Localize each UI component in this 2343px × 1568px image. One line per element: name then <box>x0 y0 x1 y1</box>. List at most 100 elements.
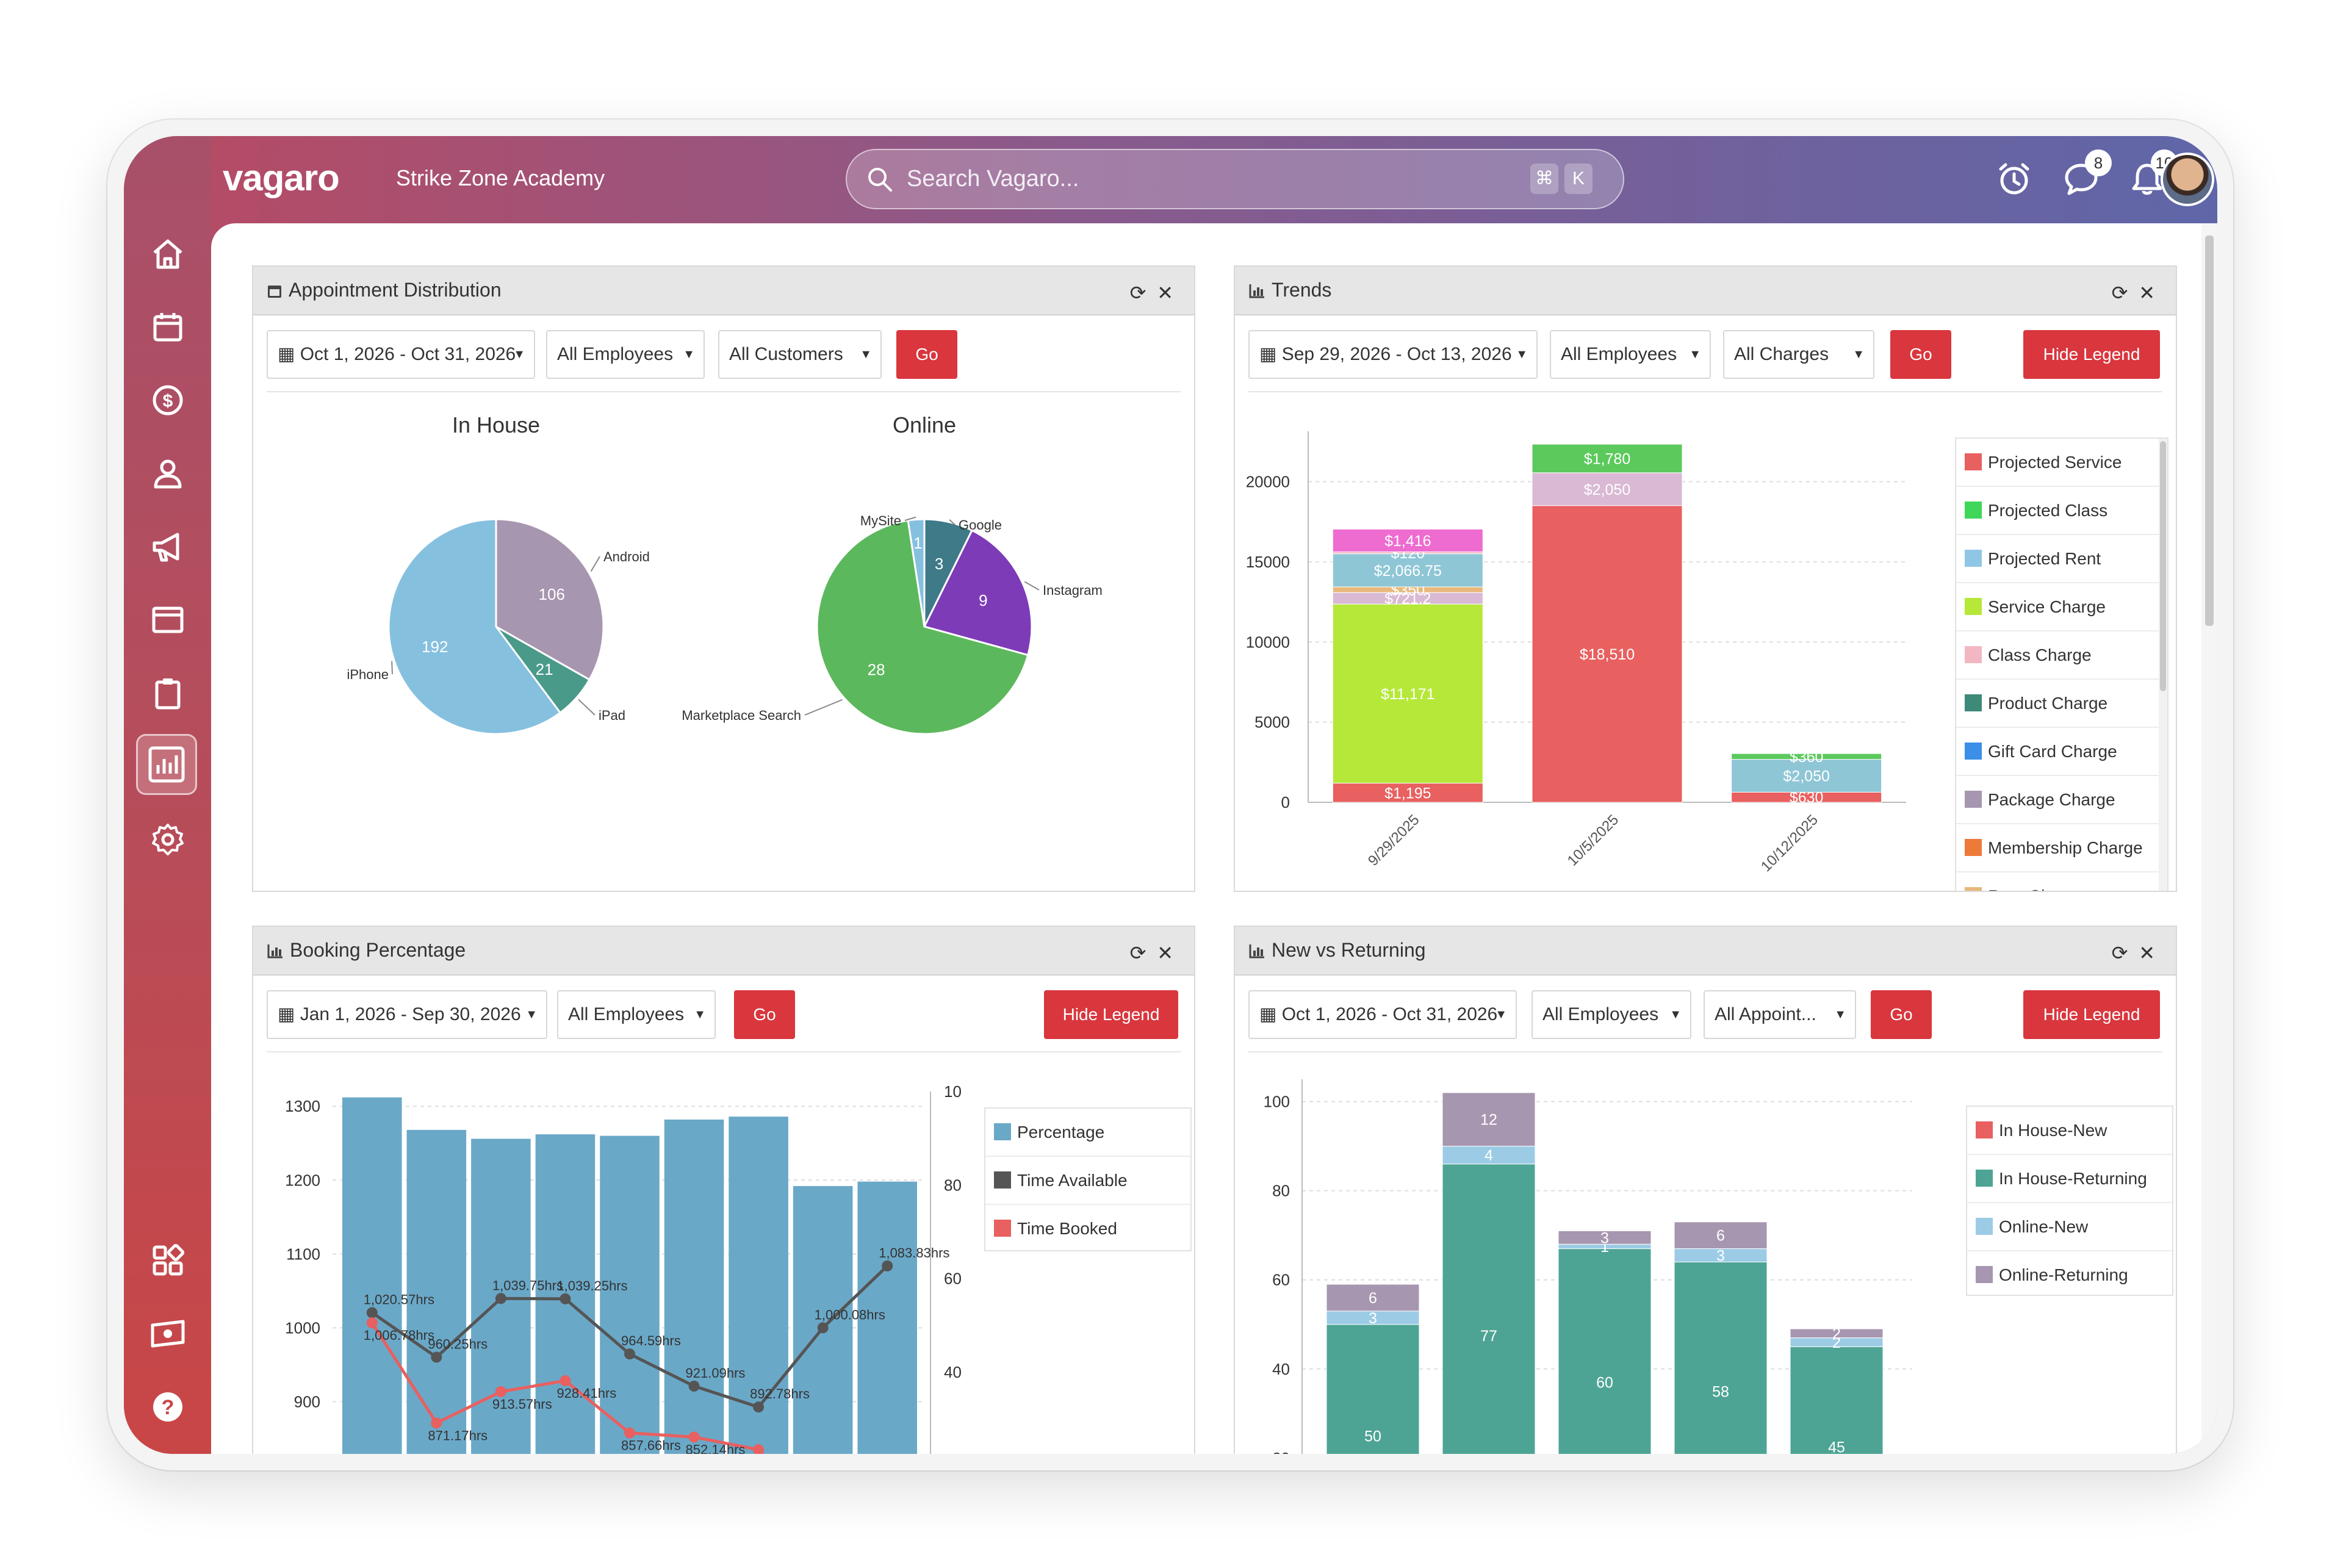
apps-icon[interactable] <box>149 1242 186 1279</box>
legend-label: In House-New <box>1999 1121 2107 1140</box>
bar-data-label: 77 <box>1480 1328 1497 1345</box>
go-button[interactable]: Go <box>1871 990 1932 1039</box>
divider <box>267 391 1181 392</box>
appointments-select[interactable]: All Appoint... ▼ <box>1704 990 1856 1039</box>
refresh-icon[interactable]: ⟳ <box>1129 942 1146 964</box>
legend-item-time-booked[interactable]: Time Booked <box>985 1205 1190 1250</box>
chevron-down-icon: ▼ <box>1689 348 1701 361</box>
legend-item-membership-charge[interactable]: Membership Charge <box>1956 824 2167 872</box>
close-icon[interactable]: ✕ <box>1157 282 1173 304</box>
chat-icon[interactable] <box>2063 160 2100 197</box>
legend-item-in-house-new[interactable]: In House-New <box>1967 1107 2172 1155</box>
scroll-thumb[interactable] <box>2160 441 2166 691</box>
data-label-time-booked: 871.17hrs <box>428 1428 488 1443</box>
vagaro-logo[interactable]: vagaro <box>223 157 340 198</box>
calendar-icon[interactable] <box>149 309 186 345</box>
window-icon[interactable] <box>149 602 186 638</box>
bar-data-label: 60 <box>1596 1375 1613 1392</box>
in-house-title: In House <box>452 412 540 437</box>
pie-slice-instagram <box>923 529 1033 656</box>
search-bar[interactable]: Search Vagaro... ⌘ K <box>846 149 1624 209</box>
legend-item-time-available[interactable]: Time Available <box>985 1157 1190 1205</box>
megaphone-icon[interactable] <box>149 528 186 565</box>
legend-item-projected-class[interactable]: Projected Class <box>1956 487 2167 535</box>
legend-item-percentage[interactable]: Percentage <box>985 1109 1190 1157</box>
booking-chart: 8009001000110012001300204060801001,020.5… <box>285 1082 961 1454</box>
legend-label: Package Charge <box>1988 790 2115 809</box>
data-label-time-available: 1,000.08hrs <box>815 1307 885 1322</box>
legend-item-gift-card-charge[interactable]: Gift Card Charge <box>1956 728 2167 776</box>
sidebar-item-reports[interactable] <box>136 734 197 795</box>
legend-item-projected-rent[interactable]: Projected Rent <box>1956 535 2167 583</box>
legend-item-service-charge[interactable]: Service Charge <box>1956 583 2167 631</box>
legend-item-projected-service[interactable]: Projected Service <box>1956 439 2167 487</box>
svg-text:$: $ <box>163 391 173 411</box>
employees-select[interactable]: All Employees ▼ <box>557 990 716 1039</box>
point-time-booked <box>560 1375 571 1387</box>
employees-select[interactable]: All Employees ▼ <box>1531 990 1691 1039</box>
legend-swatch <box>1965 694 1982 711</box>
avatar[interactable] <box>2161 153 2214 206</box>
legend-item-rent-charge[interactable]: Rent Charge <box>1956 872 2167 891</box>
hide-legend-button[interactable]: Hide Legend <box>2023 990 2160 1039</box>
refresh-icon[interactable]: ⟳ <box>2111 942 2128 964</box>
date-range-value: Oct 1, 2026 - Oct 31, 2026 <box>300 344 516 364</box>
alarm-clock-icon[interactable] <box>1996 160 2032 197</box>
clipboard-icon[interactable] <box>149 675 186 711</box>
go-button[interactable]: Go <box>734 990 795 1039</box>
data-label-time-booked: 1,006.78hrs <box>364 1328 434 1343</box>
legend-swatch <box>1965 839 1982 856</box>
page-scrollbar[interactable] <box>2201 223 2217 1454</box>
calendar-icon: ▦ <box>1259 1004 1277 1024</box>
person-icon[interactable] <box>149 455 186 492</box>
legend-item-package-charge[interactable]: Package Charge <box>1956 776 2167 824</box>
close-icon[interactable]: ✕ <box>2139 942 2155 964</box>
bar-segment-product-charge <box>1332 528 1483 553</box>
charges-select[interactable]: All Charges ▼ <box>1723 330 1874 379</box>
pie-value-label: 3 <box>935 555 943 573</box>
gear-icon[interactable] <box>149 821 186 858</box>
help-icon[interactable]: ? <box>149 1389 186 1425</box>
go-button[interactable]: Go <box>1890 330 1951 379</box>
refresh-icon[interactable]: ⟳ <box>2111 282 2128 304</box>
employees-select[interactable]: All Employees ▼ <box>546 330 705 379</box>
bar-segment-projected-rent <box>1332 553 1483 588</box>
dollar-icon[interactable]: $ <box>149 382 186 419</box>
legend-scrollbar[interactable] <box>2159 439 2167 891</box>
search-input[interactable]: Search Vagaro... <box>907 166 1079 192</box>
close-icon[interactable]: ✕ <box>2139 282 2155 304</box>
customers-select[interactable]: All Customers ▼ <box>718 330 882 379</box>
pie-label-google: Google <box>959 517 1002 533</box>
date-range-select[interactable]: ▦ Oct 1, 2026 - Oct 31, 2026 ▼ <box>267 330 535 379</box>
employees-select[interactable]: All Employees ▼ <box>1550 330 1711 379</box>
date-range-select[interactable]: ▦ Sep 29, 2026 - Oct 13, 2026 ▼ <box>1248 330 1538 379</box>
hide-legend-button[interactable]: Hide Legend <box>2023 330 2160 379</box>
legend-item-in-house-returning[interactable]: In House-Returning <box>1967 1155 2172 1203</box>
date-range-select[interactable]: ▦ Jan 1, 2026 - Sep 30, 2026 ▼ <box>267 990 547 1039</box>
legend-item-product-charge[interactable]: Product Charge <box>1956 680 2167 728</box>
bar-segment-in-house-returning <box>1674 1261 1768 1454</box>
legend-item-online-new[interactable]: Online-New <box>1967 1203 2172 1251</box>
pie-label-marketplace-search: Marketplace Search <box>682 708 801 723</box>
business-name: Strike Zone Academy <box>396 165 605 190</box>
date-range-select[interactable]: ▦ Oct 1, 2026 - Oct 31, 2026 ▼ <box>1248 990 1517 1039</box>
chevron-down-icon: ▼ <box>1516 348 1528 361</box>
pie-label-connector <box>578 699 596 716</box>
bar-segment-in-house-returning <box>1326 1324 1420 1454</box>
legend-item-class-charge[interactable]: Class Charge <box>1956 631 2167 680</box>
cash-icon[interactable] <box>149 1315 186 1352</box>
bar-data-label: 3 <box>1369 1310 1377 1327</box>
booking-legend: Percentage Time Available Time Booked <box>984 1107 1192 1251</box>
legend-label: Percentage <box>1017 1123 1105 1142</box>
close-icon[interactable]: ✕ <box>1157 942 1173 964</box>
go-button[interactable]: Go <box>896 330 957 379</box>
charges-value: All Charges <box>1734 344 1829 364</box>
hide-legend-button[interactable]: Hide Legend <box>1044 990 1178 1039</box>
legend-item-online-returning[interactable]: Online-Returning <box>1967 1251 2172 1295</box>
legend-label: Time Booked <box>1017 1219 1117 1238</box>
refresh-icon[interactable]: ⟳ <box>1129 282 1146 304</box>
y2-tick-label: 40 <box>944 1363 961 1381</box>
pie-label-iphone: iPhone <box>347 667 389 682</box>
home-icon[interactable] <box>149 236 186 272</box>
bar-data-label: 2 <box>1832 1334 1841 1351</box>
